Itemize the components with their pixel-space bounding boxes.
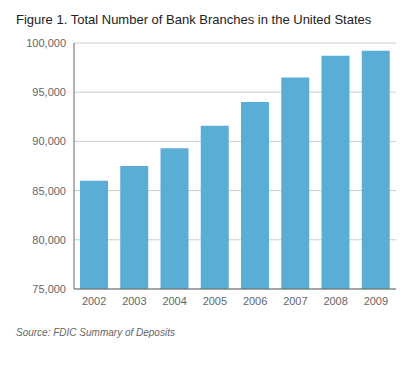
svg-text:2007: 2007 <box>283 295 307 307</box>
svg-text:2009: 2009 <box>364 295 388 307</box>
svg-text:85,000: 85,000 <box>32 185 66 197</box>
svg-text:2004: 2004 <box>162 295 186 307</box>
svg-text:75,000: 75,000 <box>32 283 66 295</box>
svg-text:95,000: 95,000 <box>32 86 66 98</box>
svg-text:2002: 2002 <box>82 295 106 307</box>
svg-text:2008: 2008 <box>323 295 347 307</box>
svg-text:90,000: 90,000 <box>32 135 66 147</box>
svg-text:80,000: 80,000 <box>32 234 66 246</box>
svg-text:100,000: 100,000 <box>26 37 66 49</box>
svg-text:2003: 2003 <box>122 295 146 307</box>
svg-text:2005: 2005 <box>203 295 227 307</box>
svg-text:2006: 2006 <box>243 295 267 307</box>
html-text:Source: FDIC Summary of Deposi: Source: FDIC Summary of Deposits <box>16 327 175 338</box>
html-text:Figure 1. Total Number of Bank: Figure 1. Total Number of Bank Branches … <box>16 12 372 27</box>
